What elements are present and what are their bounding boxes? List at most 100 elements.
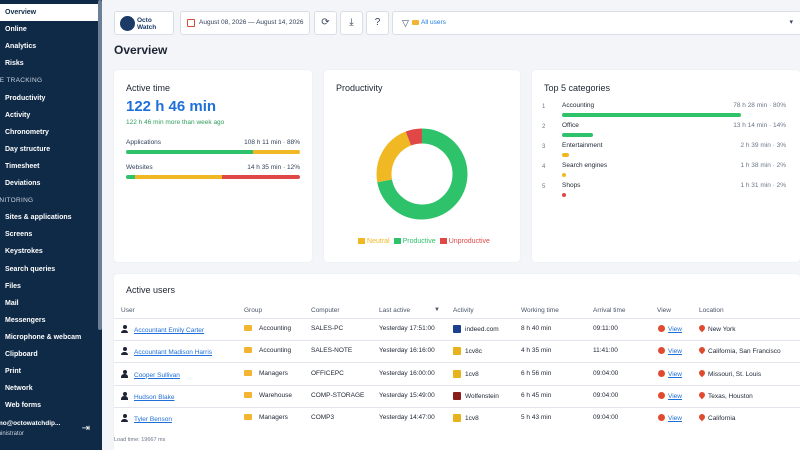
category-bar (562, 133, 594, 137)
column-header[interactable]: View (657, 307, 671, 314)
computer-cell: OFFICEPC (311, 370, 344, 377)
view-link[interactable]: View (668, 392, 682, 400)
column-header[interactable]: Working time (521, 307, 559, 314)
sidebar-item-screens[interactable]: Screens (5, 231, 33, 239)
sidebar-item-messengers[interactable]: Messengers (5, 316, 46, 324)
user-icon (121, 325, 128, 333)
sidebar-item-network[interactable]: Network (5, 385, 33, 393)
category-bar (562, 193, 567, 197)
sort-down-icon[interactable]: ▼ (434, 307, 440, 313)
help-icon: ? (374, 17, 381, 28)
refresh-button[interactable]: ⟳ (314, 11, 337, 35)
user-cell: Tyler Benson (121, 414, 172, 423)
sidebar-item-sites-applications[interactable]: Sites & applications (5, 214, 72, 222)
category-name: Office (562, 122, 579, 129)
view-link[interactable]: View (668, 326, 682, 333)
sidebar-item-analytics[interactable]: Analytics (5, 43, 37, 51)
category-name: Accounting (562, 102, 595, 109)
computer-cell: COMP3 (311, 414, 334, 421)
category-rank: 3 (542, 144, 546, 150)
sidebar-item-risks[interactable]: Risks (5, 60, 24, 68)
sidebar-item-online[interactable]: Online (5, 26, 27, 34)
last-active-cell: Yesterday 16:16:00 (379, 347, 435, 354)
sidebar-item-keystrokes[interactable]: Keystrokes (5, 248, 43, 256)
view-link[interactable]: View (668, 348, 682, 356)
group-cell: Managers (244, 414, 288, 421)
sidebar-item-overview[interactable]: Overview (0, 4, 102, 21)
active-users-title: Active users (126, 285, 176, 295)
view-link[interactable]: View (668, 415, 682, 423)
folder-icon (244, 369, 252, 376)
sidebar-item-deviations[interactable]: Deviations (5, 180, 41, 187)
view-cell[interactable]: View (658, 325, 682, 333)
logo-text-line-1: Octo (137, 17, 152, 24)
user-link[interactable]: Cooper Sullivan (134, 371, 180, 379)
column-header[interactable]: Last active (379, 307, 411, 314)
donut-slice-unproductive (376, 128, 468, 220)
filter-icon: ▽ (402, 18, 409, 28)
arrival-time: 11:41:00 (593, 347, 618, 355)
sidebar-item-productivity[interactable]: Productivity (5, 94, 46, 102)
column-header[interactable]: Group (244, 307, 263, 314)
arrival-time: 09:04:00 (593, 369, 619, 377)
sidebar-item-clipboard[interactable]: Clipboard (5, 351, 38, 358)
column-header[interactable]: Arrival time (593, 307, 626, 314)
column-header[interactable]: Activity (453, 307, 474, 314)
productivity-title: Productivity (336, 83, 383, 93)
arrival-time-cell: 09:11:00 (593, 325, 618, 332)
computer-cell: SALES-PC (311, 325, 343, 332)
websites-value: 14 h 35 min · 12% (247, 164, 300, 171)
group-name: Managers (259, 369, 288, 377)
table-footer (114, 426, 800, 450)
sidebar-item-activity[interactable]: Activity (5, 111, 31, 119)
computer-name: COMP3 (311, 414, 335, 422)
websites-bar (126, 175, 300, 179)
user-link[interactable]: Tyler Benson (134, 416, 172, 424)
sidebar-section-heading: ONITORING (0, 197, 34, 205)
sidebar-item-day-structure[interactable]: Day structure (5, 145, 51, 153)
applications-bar (126, 150, 300, 154)
view-cell[interactable]: View (658, 369, 682, 378)
sidebar-item-web-forms[interactable]: Web forms (5, 402, 42, 410)
user-link[interactable]: Accountant Emily Carter (134, 327, 205, 334)
view-link[interactable]: View (668, 370, 682, 378)
group-cell: Accounting (244, 347, 291, 354)
logo-mark-icon (120, 16, 135, 31)
sidebar: Overview Online Analytics Risks ME TRACKING P… (0, 0, 102, 450)
download-button[interactable]: ⤓ (340, 11, 363, 35)
legend-swatch (358, 238, 366, 244)
sidebar-item-print[interactable]: Print (5, 368, 21, 376)
user-link[interactable]: Accountant Madison Harris (134, 349, 213, 357)
sidebar-scrollbar[interactable] (98, 0, 102, 330)
location-name: California, San Francisco (708, 348, 781, 356)
column-header[interactable]: Computer (311, 307, 340, 314)
date-range-picker[interactable]: August 08, 2026 — August 14, 2026 (180, 11, 310, 35)
user-filter-select[interactable]: ▽ All users ▾ (392, 11, 800, 35)
group-cell: Warehouse (244, 391, 292, 399)
sidebar-item-search-queries[interactable]: Search queries (5, 265, 56, 273)
sidebar-item-timesheet[interactable]: Timesheet (5, 162, 40, 170)
sidebar-item-chronometry[interactable]: Chronometry (5, 128, 49, 136)
logo-text-line-2: Watch (137, 24, 157, 31)
working-time: 5 h 43 min (521, 414, 552, 422)
view-cell[interactable]: View (658, 347, 682, 355)
category-rank: 4 (542, 164, 546, 170)
logo[interactable]: Octo Watch (114, 11, 174, 35)
download-icon: ⤓ (349, 17, 354, 28)
activity-name: 1cv8 (465, 370, 479, 378)
legend-swatch (393, 238, 401, 244)
activity-cell: 1cv8 (453, 414, 479, 423)
help-button[interactable]: ? (366, 11, 389, 35)
view-cell[interactable]: View (658, 391, 682, 400)
column-header[interactable]: Location (699, 307, 724, 314)
sidebar-item-mail[interactable]: Mail (5, 299, 19, 307)
view-cell[interactable]: View (658, 414, 682, 422)
logout-icon[interactable]: ⇥ (81, 423, 90, 434)
arrival-time-cell: 09:04:00 (593, 392, 618, 399)
column-header[interactable]: User (121, 307, 135, 314)
sidebar-item-files[interactable]: Files (5, 282, 21, 290)
sidebar-item-microphone-webcam[interactable]: Microphone & webcam (5, 333, 82, 341)
page-title: Overview (114, 43, 168, 57)
user-link[interactable]: Hudson Blake (134, 393, 175, 401)
user-cell: Accountant Emily Carter (121, 325, 204, 334)
